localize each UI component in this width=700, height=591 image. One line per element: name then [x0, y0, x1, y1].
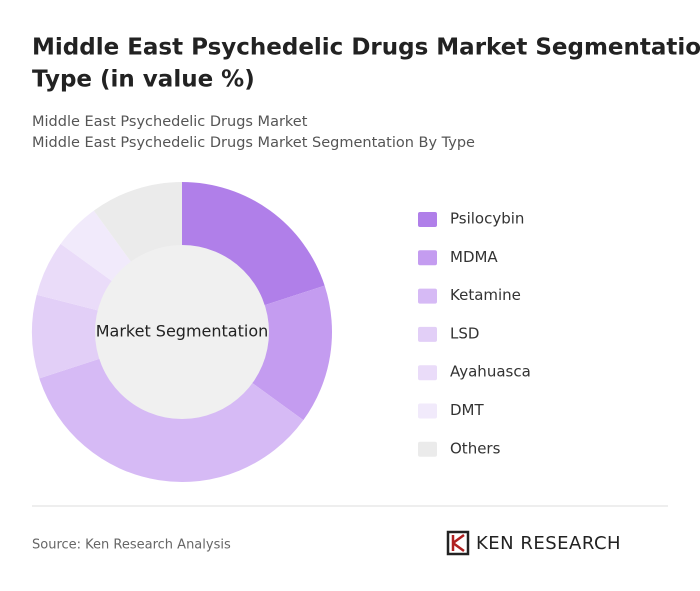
legend-label: Others [450, 439, 501, 457]
legend-label: MDMA [450, 248, 498, 266]
legend-label: Ayahuasca [450, 363, 531, 381]
legend-label: Ketamine [450, 286, 521, 304]
center-label: Market Segmentation [96, 322, 269, 341]
logo-icon [451, 533, 465, 553]
legend-swatch [418, 365, 437, 381]
subtitle: Middle East Psychedelic Drugs Market Seg… [32, 135, 475, 151]
legend-swatch [418, 288, 437, 304]
subtitle: Middle East Psychedelic Drugs Market [32, 114, 308, 130]
brand-logo: KEN RESEARCH [446, 530, 621, 556]
legend-swatch [418, 403, 437, 419]
legend-swatch [418, 441, 437, 457]
chart-title-line: Middle East Psychedelic Drugs Market Seg… [32, 35, 700, 61]
legend-swatch [418, 326, 437, 342]
legend-label: LSD [450, 324, 479, 342]
legend-label: Psilocybin [450, 210, 524, 228]
legend-swatch [418, 250, 437, 266]
logo-icon [446, 530, 470, 556]
legend-label: DMT [450, 401, 484, 419]
legend-swatch [418, 212, 437, 227]
source: Source: Ken Research Analysis [32, 538, 231, 553]
brand-name: KEN RESEARCH [476, 533, 621, 554]
donut-hole [95, 245, 269, 419]
chart-title-line: Type (in value %) [32, 67, 255, 93]
